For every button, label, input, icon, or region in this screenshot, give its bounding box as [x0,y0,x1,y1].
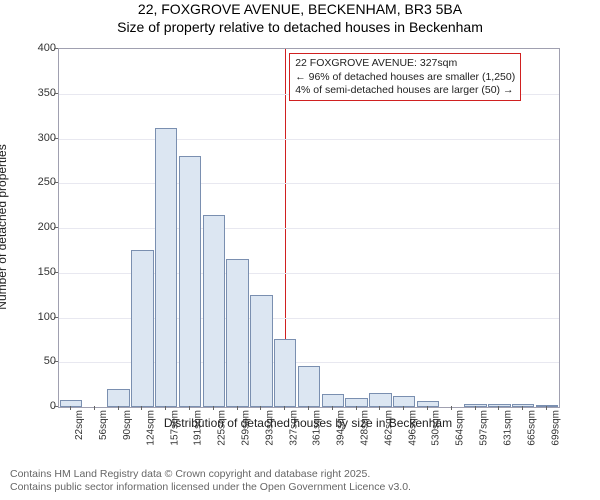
y-tick-label: 300 [6,132,56,144]
x-tick-mark [475,406,476,410]
x-tick-mark [451,406,452,410]
x-tick-mark [356,406,357,410]
y-tick-label: 350 [6,87,56,99]
histogram-bar [322,394,344,407]
gridline-h [59,228,559,229]
x-tick-mark [213,406,214,410]
y-tick-mark [54,182,58,183]
x-tick-mark [165,406,166,410]
plot-region: 22 FOXGROVE AVENUE: 327sqm← 96% of detac… [58,48,560,408]
histogram-bar [369,393,391,407]
y-tick-mark [54,317,58,318]
y-tick-label: 200 [6,221,56,233]
y-tick-label: 50 [6,355,56,367]
histogram-bar [131,250,153,407]
histogram-bar [298,366,320,407]
x-tick-mark [141,406,142,410]
y-tick-mark [54,406,58,407]
annotation-line-1: 22 FOXGROVE AVENUE: 327sqm [295,57,515,70]
x-axis: 22sqm56sqm90sqm124sqm157sqm191sqm225sqm2… [58,406,558,456]
y-tick-mark [54,138,58,139]
x-tick-mark [332,406,333,410]
histogram-bar [155,128,177,407]
y-tick-mark [54,48,58,49]
gridline-h [59,183,559,184]
histogram-bar [107,389,129,407]
title-line-2: Size of property relative to detached ho… [0,18,600,36]
x-axis-label: Distribution of detached houses by size … [58,416,558,430]
x-tick-mark [284,406,285,410]
y-tick-mark [54,361,58,362]
x-tick-mark [308,406,309,410]
y-tick-label: 100 [6,311,56,323]
x-tick-mark [118,406,119,410]
x-tick-mark [546,406,547,410]
histogram-bar [226,259,248,407]
y-tick-label: 400 [6,42,56,54]
x-tick-mark [522,406,523,410]
y-tick-mark [54,227,58,228]
footer-line-2: Contains public sector information licen… [10,481,411,494]
y-tick-mark [54,93,58,94]
chart-title: 22, FOXGROVE AVENUE, BECKENHAM, BR3 5BA … [0,0,600,36]
y-tick-mark [54,272,58,273]
footer-attribution: Contains HM Land Registry data © Crown c… [10,468,411,494]
gridline-h [59,139,559,140]
x-tick-mark [498,406,499,410]
y-tick-label: 250 [6,176,56,188]
chart-area: Number of detached properties 22 FOXGROV… [0,42,600,460]
histogram-bar [250,295,272,407]
x-tick-mark [94,406,95,410]
histogram-bar [179,156,201,407]
annotation-line-3: 4% of semi-detached houses are larger (5… [295,84,515,97]
annotation-line-2: ← 96% of detached houses are smaller (1,… [295,71,515,84]
annotation-box: 22 FOXGROVE AVENUE: 327sqm← 96% of detac… [289,53,521,100]
x-tick-mark [237,406,238,410]
y-tick-label: 0 [6,400,56,412]
x-tick-mark [379,406,380,410]
footer-line-1: Contains HM Land Registry data © Crown c… [10,468,411,481]
histogram-bar [274,339,296,407]
x-tick-mark [260,406,261,410]
x-tick-mark [427,406,428,410]
x-tick-mark [189,406,190,410]
title-line-1: 22, FOXGROVE AVENUE, BECKENHAM, BR3 5BA [0,0,600,18]
y-tick-label: 150 [6,266,56,278]
histogram-bar [203,215,225,407]
x-tick-mark [70,406,71,410]
x-tick-mark [403,406,404,410]
